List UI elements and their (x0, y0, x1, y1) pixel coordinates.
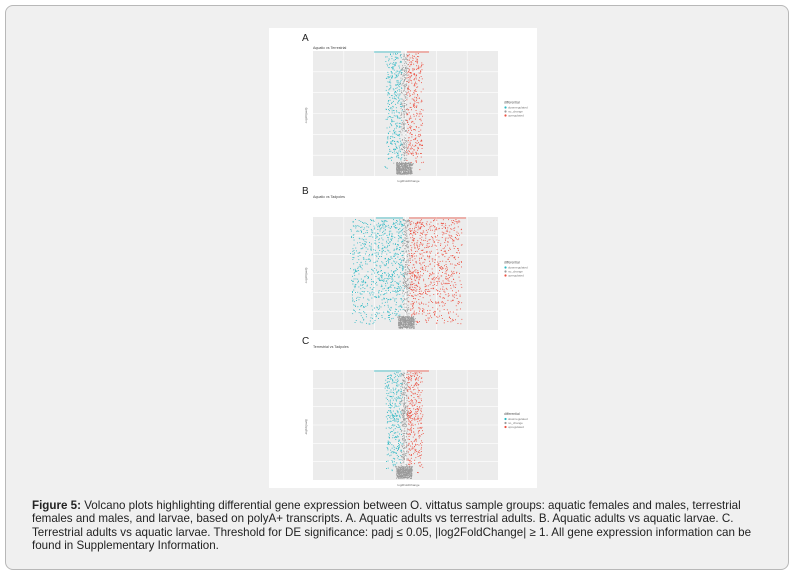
x-axis-label: log2FoldChange (398, 483, 420, 487)
legend-label: no_change (508, 110, 523, 114)
legend-title: differential (504, 412, 520, 416)
figure-frame: A Aquatic vs Terrestrial differential dow… (5, 5, 789, 570)
legend-swatch (504, 417, 507, 421)
plot-title: Aquatic vs Terrestrial (313, 46, 347, 50)
panel-letter: C (302, 336, 310, 347)
volcano-panel-b: B Aquatic vs Tadpoles differential downre… (269, 184, 537, 334)
legend-label: no_change (508, 270, 523, 274)
legend-label: downregulated (508, 266, 528, 270)
legend-swatch (504, 274, 507, 277)
volcano-plot: differentialdownregulatedno_changeupregu… (304, 217, 528, 334)
x-axis-label: log2FoldChange (398, 333, 420, 334)
panel-letter: A (302, 33, 309, 44)
caption-text: Volcano plots highlighting differential … (32, 499, 752, 553)
legend-label: no_change (508, 421, 523, 425)
panel-letter: B (302, 186, 309, 197)
x-axis-label: log2FoldChange (398, 179, 420, 183)
caption-label: Figure 5: (32, 499, 81, 512)
volcano-plot: differentialdownregulatedno_changeupregu… (304, 370, 528, 487)
plot-title: Aquatic vs Tadpoles (313, 195, 345, 199)
point-cloud (384, 53, 424, 175)
volcano-panel-a: A Aquatic vs Terrestrial differential dow… (269, 28, 537, 183)
legend-swatch (504, 425, 507, 429)
legend-swatch (504, 110, 507, 113)
legend-swatch (504, 421, 507, 425)
y-axis-label: -log10(padj) (304, 419, 308, 435)
legend-label: upregulated (508, 114, 524, 118)
figure-caption: Figure 5: Volcano plots highlighting dif… (32, 499, 780, 553)
y-axis-label: -log10(padj) (304, 267, 308, 283)
volcano-panel-c: C Terrestrial vs Tadpoles differential do… (269, 334, 537, 488)
y-axis-label: -log10(padj) (304, 107, 308, 123)
legend-title: differential (504, 101, 520, 105)
legend-label: upregulated (508, 274, 524, 278)
point-cloud (350, 219, 463, 329)
legend-swatch (504, 106, 507, 109)
legend-title: differential (504, 261, 520, 265)
plot-title: Terrestrial vs Tadpoles (313, 345, 349, 349)
legend-label: downregulated (508, 417, 528, 421)
legend-label: upregulated (508, 425, 524, 429)
volcano-plot: differentialdownregulatedno_changeupregu… (304, 51, 528, 183)
legend-swatch (504, 270, 507, 273)
legend-label: downregulated (508, 106, 528, 110)
legend-swatch (504, 266, 507, 269)
figure-image: A Aquatic vs Terrestrial differential dow… (269, 28, 537, 488)
legend-swatch (504, 114, 507, 117)
point-cloud (384, 372, 424, 479)
